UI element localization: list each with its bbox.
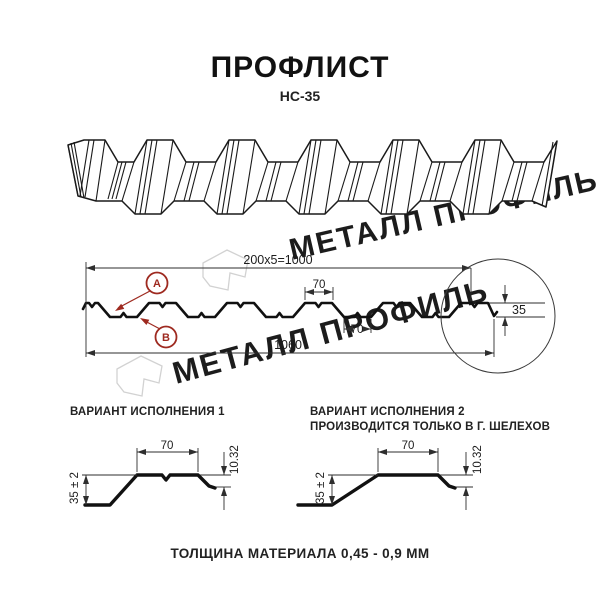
variant1-heading: ВАРИАНТ ИСПОЛНЕНИЯ 1 — [70, 406, 225, 418]
profile-code: НС-35 — [279, 88, 321, 104]
watermark-text: МЕТАЛЛ ПРОФИЛЬ — [169, 273, 493, 391]
variant2-heading-line2: ПРОИЗВОДИТСЯ ТОЛЬКО В Г. ШЕЛЕХОВ — [310, 421, 551, 433]
profile-cross-section — [81, 258, 556, 374]
v2-dim-height-label: 35 ± 2 — [315, 472, 327, 504]
variant2-heading: ВАРИАНТ ИСПОЛНЕНИЯ 2 ПРОИЗВОДИТСЯ ТОЛЬКО… — [310, 405, 550, 435]
variant-dimensions: 70 10.32 35 ± 2 70 10.32 35 ± 2 — [69, 440, 484, 504]
v1-dim-lip-label: 10.32 — [229, 445, 241, 474]
v2-dim-lip-label: 10.32 — [472, 445, 484, 474]
brand-logo-watermark-icon — [116, 355, 163, 397]
v1-dim-height-label: 35 ± 2 — [69, 472, 81, 504]
brand-logo-watermark-icon — [202, 249, 249, 291]
corrugated-sheet-3d-view — [67, 139, 558, 215]
edge-variant-drawings — [82, 448, 473, 510]
dim-full-width-label: 1060 — [274, 338, 302, 352]
side-a-label: А — [153, 278, 161, 290]
side-b-label: В — [162, 332, 170, 344]
dim-cover-width-label: 200x5=1000 — [243, 253, 312, 267]
v1-dim-top-label: 70 — [161, 440, 174, 452]
variant2-heading-line1: ВАРИАНТ ИСПОЛНЕНИЯ 2 — [310, 406, 465, 418]
v2-dim-top-label: 70 — [402, 440, 415, 452]
page-title: ПРОФЛИСТ — [210, 51, 390, 84]
cross-section-dimensions: 200x5=1000 1060 70 70 35 А В — [153, 253, 526, 352]
material-thickness-note: ТОЛЩИНА МАТЕРИАЛА 0,45 - 0,9 ММ — [170, 546, 430, 561]
dim-bottom-flange-label: 70 — [351, 324, 364, 336]
dim-top-flange-label: 70 — [313, 279, 326, 291]
dim-height-label: 35 — [512, 303, 526, 317]
